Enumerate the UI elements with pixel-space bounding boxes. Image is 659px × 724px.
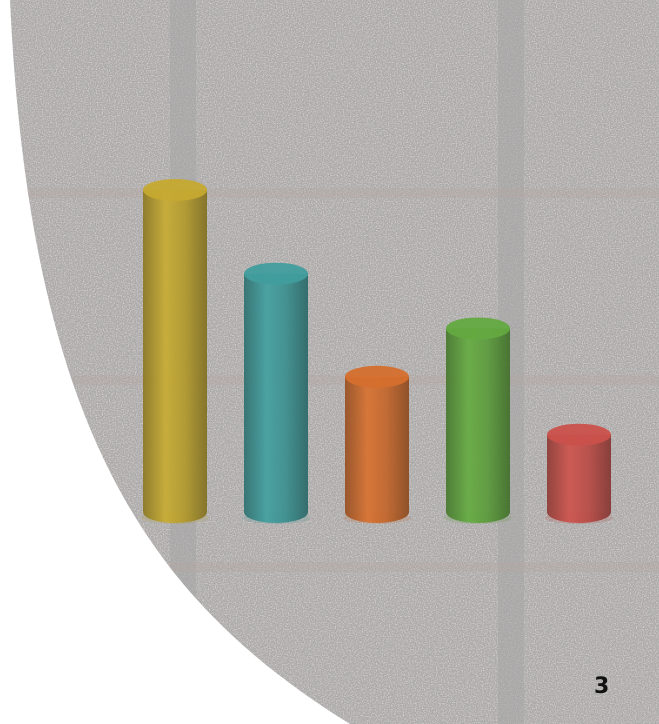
bar-2 [242,262,310,524]
bar-body [244,273,308,523]
bar-5 [545,423,613,524]
bar-top [244,262,308,285]
bar-top [345,365,409,388]
bar-top [143,179,207,201]
bar-1 [141,179,209,524]
bar-body [446,328,510,523]
bar-body [143,190,207,523]
bar-top [446,317,510,340]
bar-4 [444,317,512,524]
bar-body [345,376,409,523]
bar-3 [343,365,411,524]
bar-top [547,423,611,446]
page-number: 3 [594,674,610,699]
bar-body [547,434,611,523]
